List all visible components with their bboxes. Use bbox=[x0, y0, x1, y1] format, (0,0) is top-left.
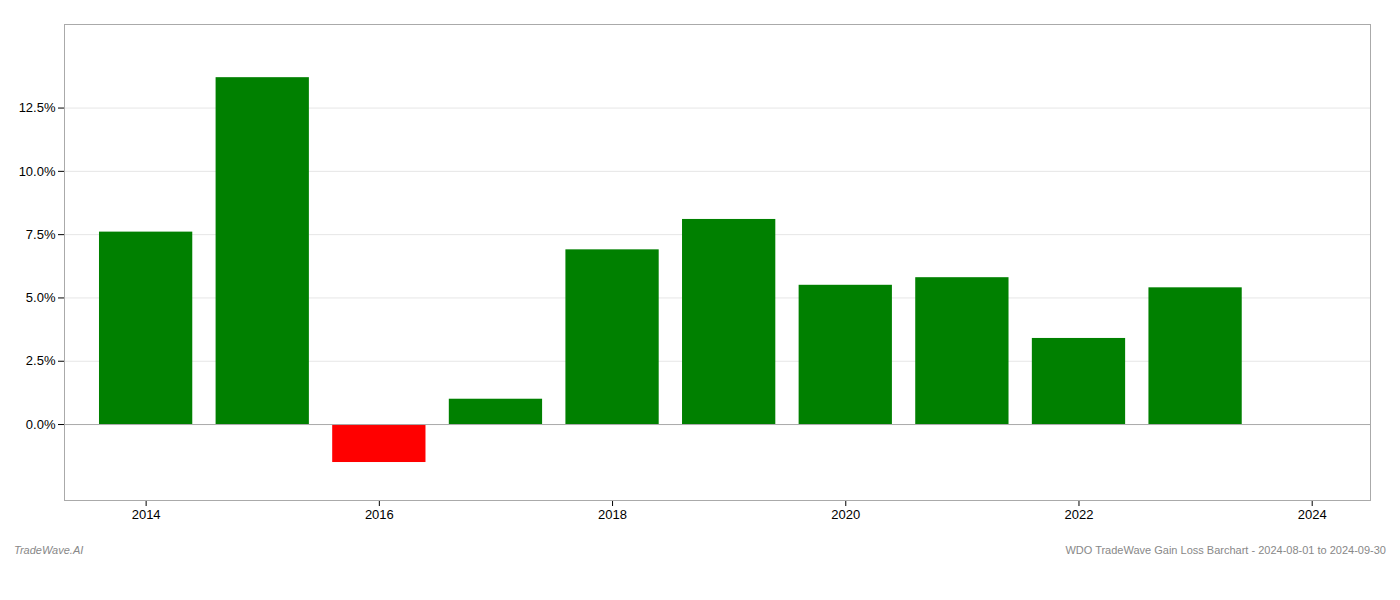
svg-text:2018: 2018 bbox=[598, 507, 627, 522]
svg-text:10.0%: 10.0% bbox=[19, 164, 56, 179]
svg-text:2014: 2014 bbox=[132, 507, 161, 522]
svg-text:2016: 2016 bbox=[365, 507, 394, 522]
svg-text:7.5%: 7.5% bbox=[26, 227, 56, 242]
svg-text:5.0%: 5.0% bbox=[26, 290, 56, 305]
svg-text:12.5%: 12.5% bbox=[19, 100, 56, 115]
svg-text:2022: 2022 bbox=[1065, 507, 1094, 522]
svg-text:2.5%: 2.5% bbox=[26, 353, 56, 368]
html-text:TradeWave.AI: TradeWave.AI bbox=[14, 544, 84, 556]
svg-text:2020: 2020 bbox=[831, 507, 860, 522]
svg-text:2024: 2024 bbox=[1298, 507, 1327, 522]
svg-text:0.0%: 0.0% bbox=[26, 417, 56, 432]
html-text:WDO TradeWave Gain Loss Barcha: WDO TradeWave Gain Loss Barchart - 2024-… bbox=[1065, 544, 1386, 556]
